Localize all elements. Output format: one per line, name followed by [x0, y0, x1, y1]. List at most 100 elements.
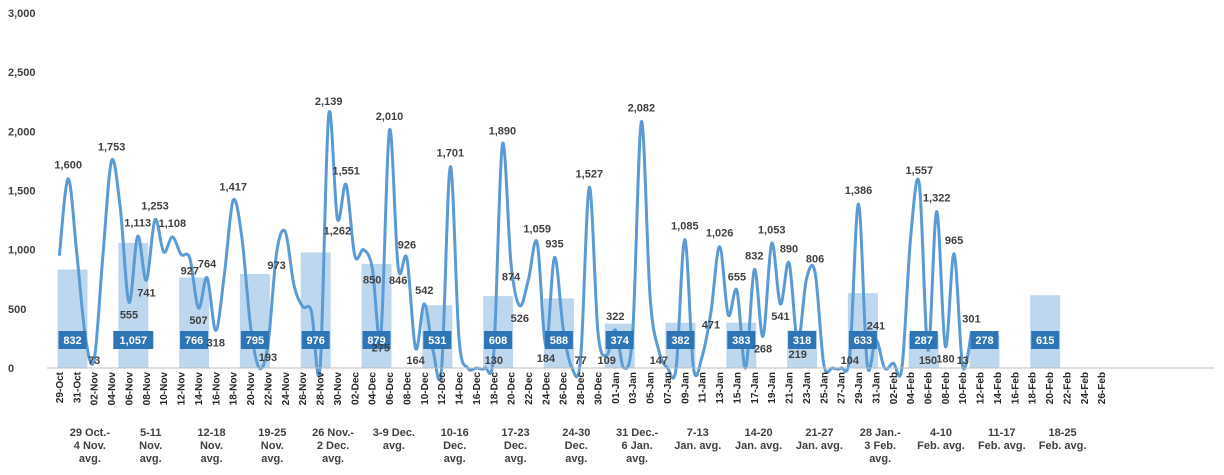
x-tick-label: 26-Dec — [559, 372, 570, 405]
line-data-label: 1,890 — [489, 125, 517, 137]
x-tick-label: 14-Nov — [194, 372, 205, 406]
week-group-label: Dec. — [504, 440, 527, 452]
bar-value-label: 383 — [732, 335, 750, 347]
line-data-label: 2,139 — [315, 96, 343, 108]
x-tick-label: 06-Feb — [924, 372, 935, 404]
x-tick-label: 06-Nov — [125, 372, 136, 406]
bar-label-box — [605, 331, 634, 349]
bar-label-box — [180, 331, 209, 349]
x-tick-label: 03-Jan — [628, 372, 639, 404]
x-tick-label: 06-Dec — [385, 372, 396, 405]
x-tick-label: 05-Jan — [646, 372, 657, 404]
line-data-label: 268 — [754, 343, 772, 355]
bar-label-box — [544, 331, 573, 349]
x-tick-label: 09-Jan — [680, 372, 691, 404]
x-tick-label: 28-Dec — [576, 372, 587, 405]
x-tick-label: 30-Nov — [333, 372, 344, 406]
line-data-label: 935 — [545, 238, 563, 250]
line-data-label: 1,417 — [219, 181, 247, 193]
bar-value-label: 795 — [246, 335, 264, 347]
y-tick-label: 500 — [8, 304, 26, 316]
line-data-label: 471 — [702, 319, 720, 331]
bar-label-box — [240, 331, 269, 349]
x-tick-label: 20-Nov — [246, 372, 257, 406]
week-group-label: Dec. — [443, 440, 466, 452]
line-data-label: 846 — [389, 275, 407, 287]
week-group-label: avg. — [200, 453, 222, 465]
line-data-label: 541 — [771, 311, 789, 323]
x-tick-label: 02-Feb — [889, 372, 900, 404]
x-tick-label: 23-Jan — [802, 372, 813, 404]
bar-value-label: 832 — [63, 335, 81, 347]
bar-value-label: 588 — [550, 335, 568, 347]
line-data-label: 1,053 — [758, 224, 786, 236]
bar-label-box — [970, 331, 999, 349]
bar-value-labels: 832 1,057 766 795 976 879 531 608 588 374 382 383 31… — [58, 331, 1060, 349]
y-tick-label: 0 — [8, 363, 14, 375]
line-data-label: 1,527 — [576, 168, 604, 180]
line-data-label: 542 — [415, 285, 433, 297]
bar-label-box — [1031, 331, 1060, 349]
line-data-label: 526 — [511, 313, 529, 325]
bar-label-box — [301, 331, 330, 349]
week-group-label: 6 Jan. — [622, 440, 653, 452]
line-data-label: 1,108 — [159, 218, 187, 230]
week-group-label: 18-25 — [1049, 427, 1077, 439]
bar-value-label: 766 — [185, 335, 203, 347]
y-tick-label: 2,000 — [8, 126, 36, 138]
bar-label-box — [362, 331, 391, 349]
x-tick-label: 27-Jan — [837, 372, 848, 404]
bar-label-box — [58, 331, 87, 349]
line-data-label: 241 — [867, 321, 885, 333]
x-tick-label: 14-Feb — [993, 372, 1004, 404]
bar-label-box — [788, 331, 817, 349]
line-data-label: 73 — [88, 355, 100, 367]
x-tick-label: 21-Jan — [785, 372, 796, 404]
x-tick-label: 18-Dec — [489, 372, 500, 405]
week-group-label: avg. — [565, 453, 587, 465]
x-tick-label: 02-Dec — [350, 372, 361, 405]
bar-value-label: 382 — [671, 335, 689, 347]
week-group-label: 12-18 — [197, 427, 225, 439]
x-tick-label: 10-Feb — [958, 372, 969, 404]
week-group-label: Dec. — [565, 440, 588, 452]
line-data-label: 180 — [936, 354, 954, 366]
line-data-label: 130 — [485, 355, 503, 367]
y-tick-label: 1,000 — [8, 245, 36, 257]
week-group-label: avg. — [504, 453, 526, 465]
line-data-label: 1,059 — [523, 224, 551, 236]
x-tick-label: 22-Feb — [1063, 372, 1074, 404]
week-group-label: 2 Dec. — [317, 440, 349, 452]
line-data-label: 275 — [372, 343, 390, 355]
line-data-label: 150 — [919, 355, 937, 367]
y-tick-label: 2,500 — [8, 67, 36, 79]
x-tick-label: 12-Dec — [437, 372, 448, 405]
bar-value-label: 608 — [489, 335, 507, 347]
bar-value-label: 615 — [1036, 335, 1054, 347]
x-tick-label: 04-Nov — [107, 372, 118, 406]
line-data-label: 926 — [398, 239, 416, 251]
bar-value-label: 287 — [915, 335, 933, 347]
x-tick-label: 29-Oct — [55, 371, 66, 403]
week-group-label: 11-17 — [988, 427, 1016, 439]
x-tick-label: 22-Nov — [263, 372, 274, 406]
week-group-label: Jan. avg. — [796, 440, 843, 452]
week-group-label: 4-10 — [930, 427, 952, 439]
bar-label-box — [727, 331, 756, 349]
daily-line — [58, 110, 973, 381]
x-axis: 29-Oct 31-Oct 02-Nov 04-Nov 06-Nov 08-Nov 10-N… — [47, 367, 1214, 406]
line-data-label: 147 — [650, 355, 668, 367]
week-group-label: Jan. avg. — [735, 440, 782, 452]
x-tick-label: 16-Feb — [1010, 372, 1021, 404]
x-tick-label: 24-Feb — [1080, 372, 1091, 404]
week-group-label: 3 Feb. — [864, 440, 896, 452]
line-data-label: 927 — [181, 265, 199, 277]
bar-value-label: 976 — [307, 335, 325, 347]
line-data-label: 322 — [606, 311, 624, 323]
line-data-label: 973 — [267, 260, 285, 272]
x-tick-label: 30-Dec — [594, 372, 605, 405]
x-tick-label: 24-Nov — [281, 372, 292, 406]
line-data-label: 193 — [259, 352, 277, 364]
x-tick-label: 17-Jan — [750, 372, 761, 404]
